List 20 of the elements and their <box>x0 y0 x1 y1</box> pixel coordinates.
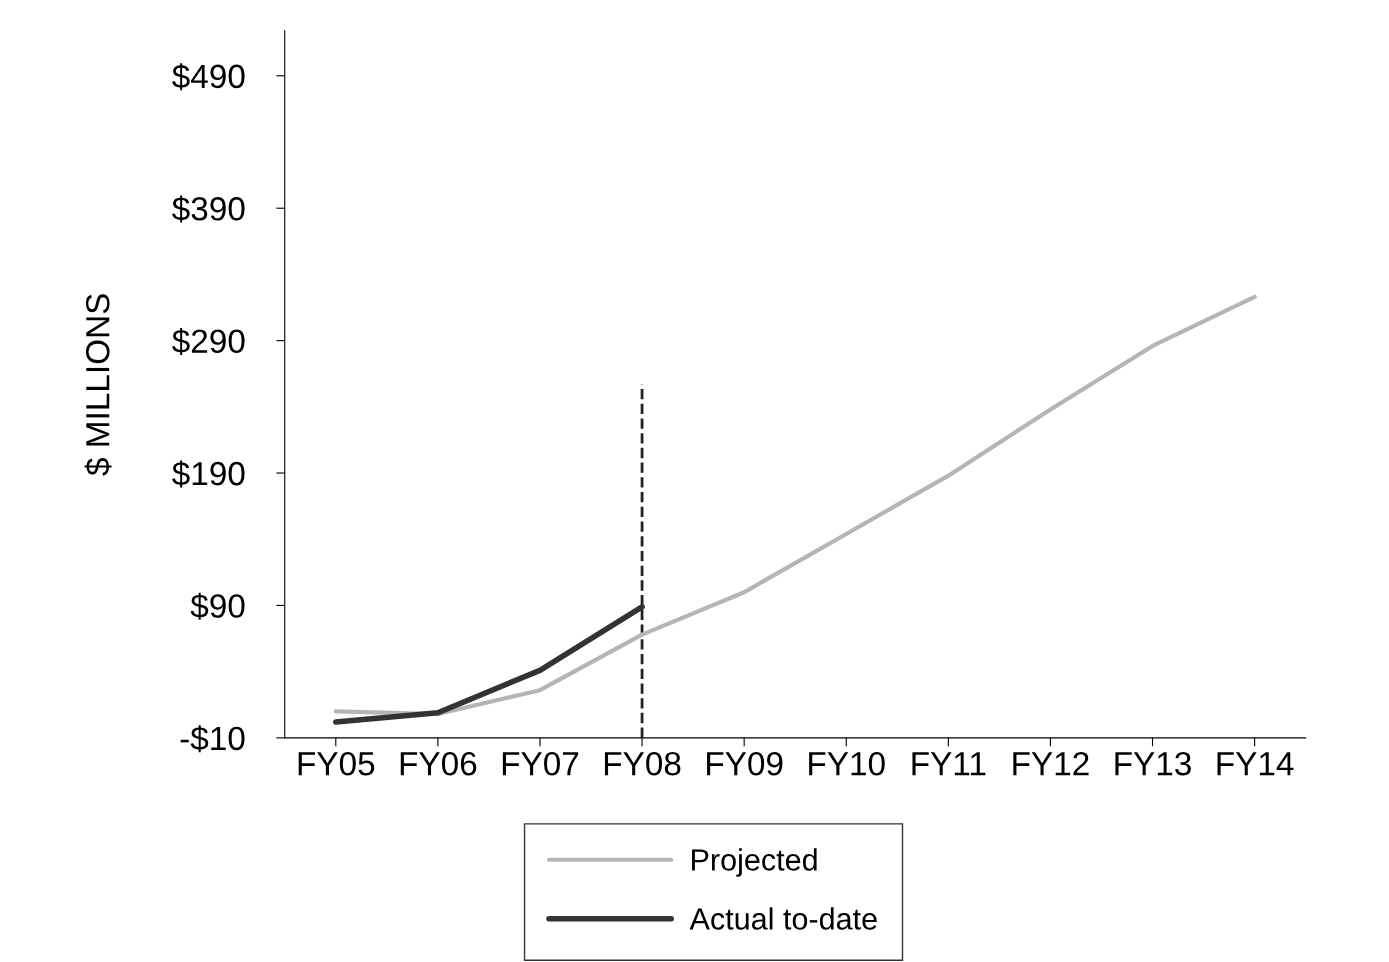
y-tick-label: $390 <box>172 195 245 223</box>
y-axis-title: $ MILLIONS <box>84 294 112 476</box>
x-tick-label: FY13 <box>1115 751 1191 776</box>
x-tick-label: FY14 <box>1217 752 1294 776</box>
line-series <box>333 294 1257 717</box>
legend-label: Projected <box>692 848 817 877</box>
x-tick-label: FY05 <box>298 751 375 776</box>
x-tick-label: FY09 <box>707 751 783 776</box>
x-tick-label: FY08 <box>604 751 681 776</box>
x-tick-label: FY06 <box>400 751 477 776</box>
y-tick-label: $190 <box>172 460 245 488</box>
x-tick-label: FY10 <box>809 751 885 776</box>
x-tick-label: FY11 <box>912 752 986 776</box>
x-tick-label: FY07 <box>502 751 579 776</box>
y-tick-label: $90 <box>190 592 245 620</box>
y-tick-label: $290 <box>172 328 245 356</box>
x-tick-label: FY12 <box>1013 751 1089 776</box>
legend-label: Actual to-date <box>689 907 877 930</box>
y-tick-label: -$10 <box>180 725 245 753</box>
y-tick-label: $490 <box>172 63 245 91</box>
